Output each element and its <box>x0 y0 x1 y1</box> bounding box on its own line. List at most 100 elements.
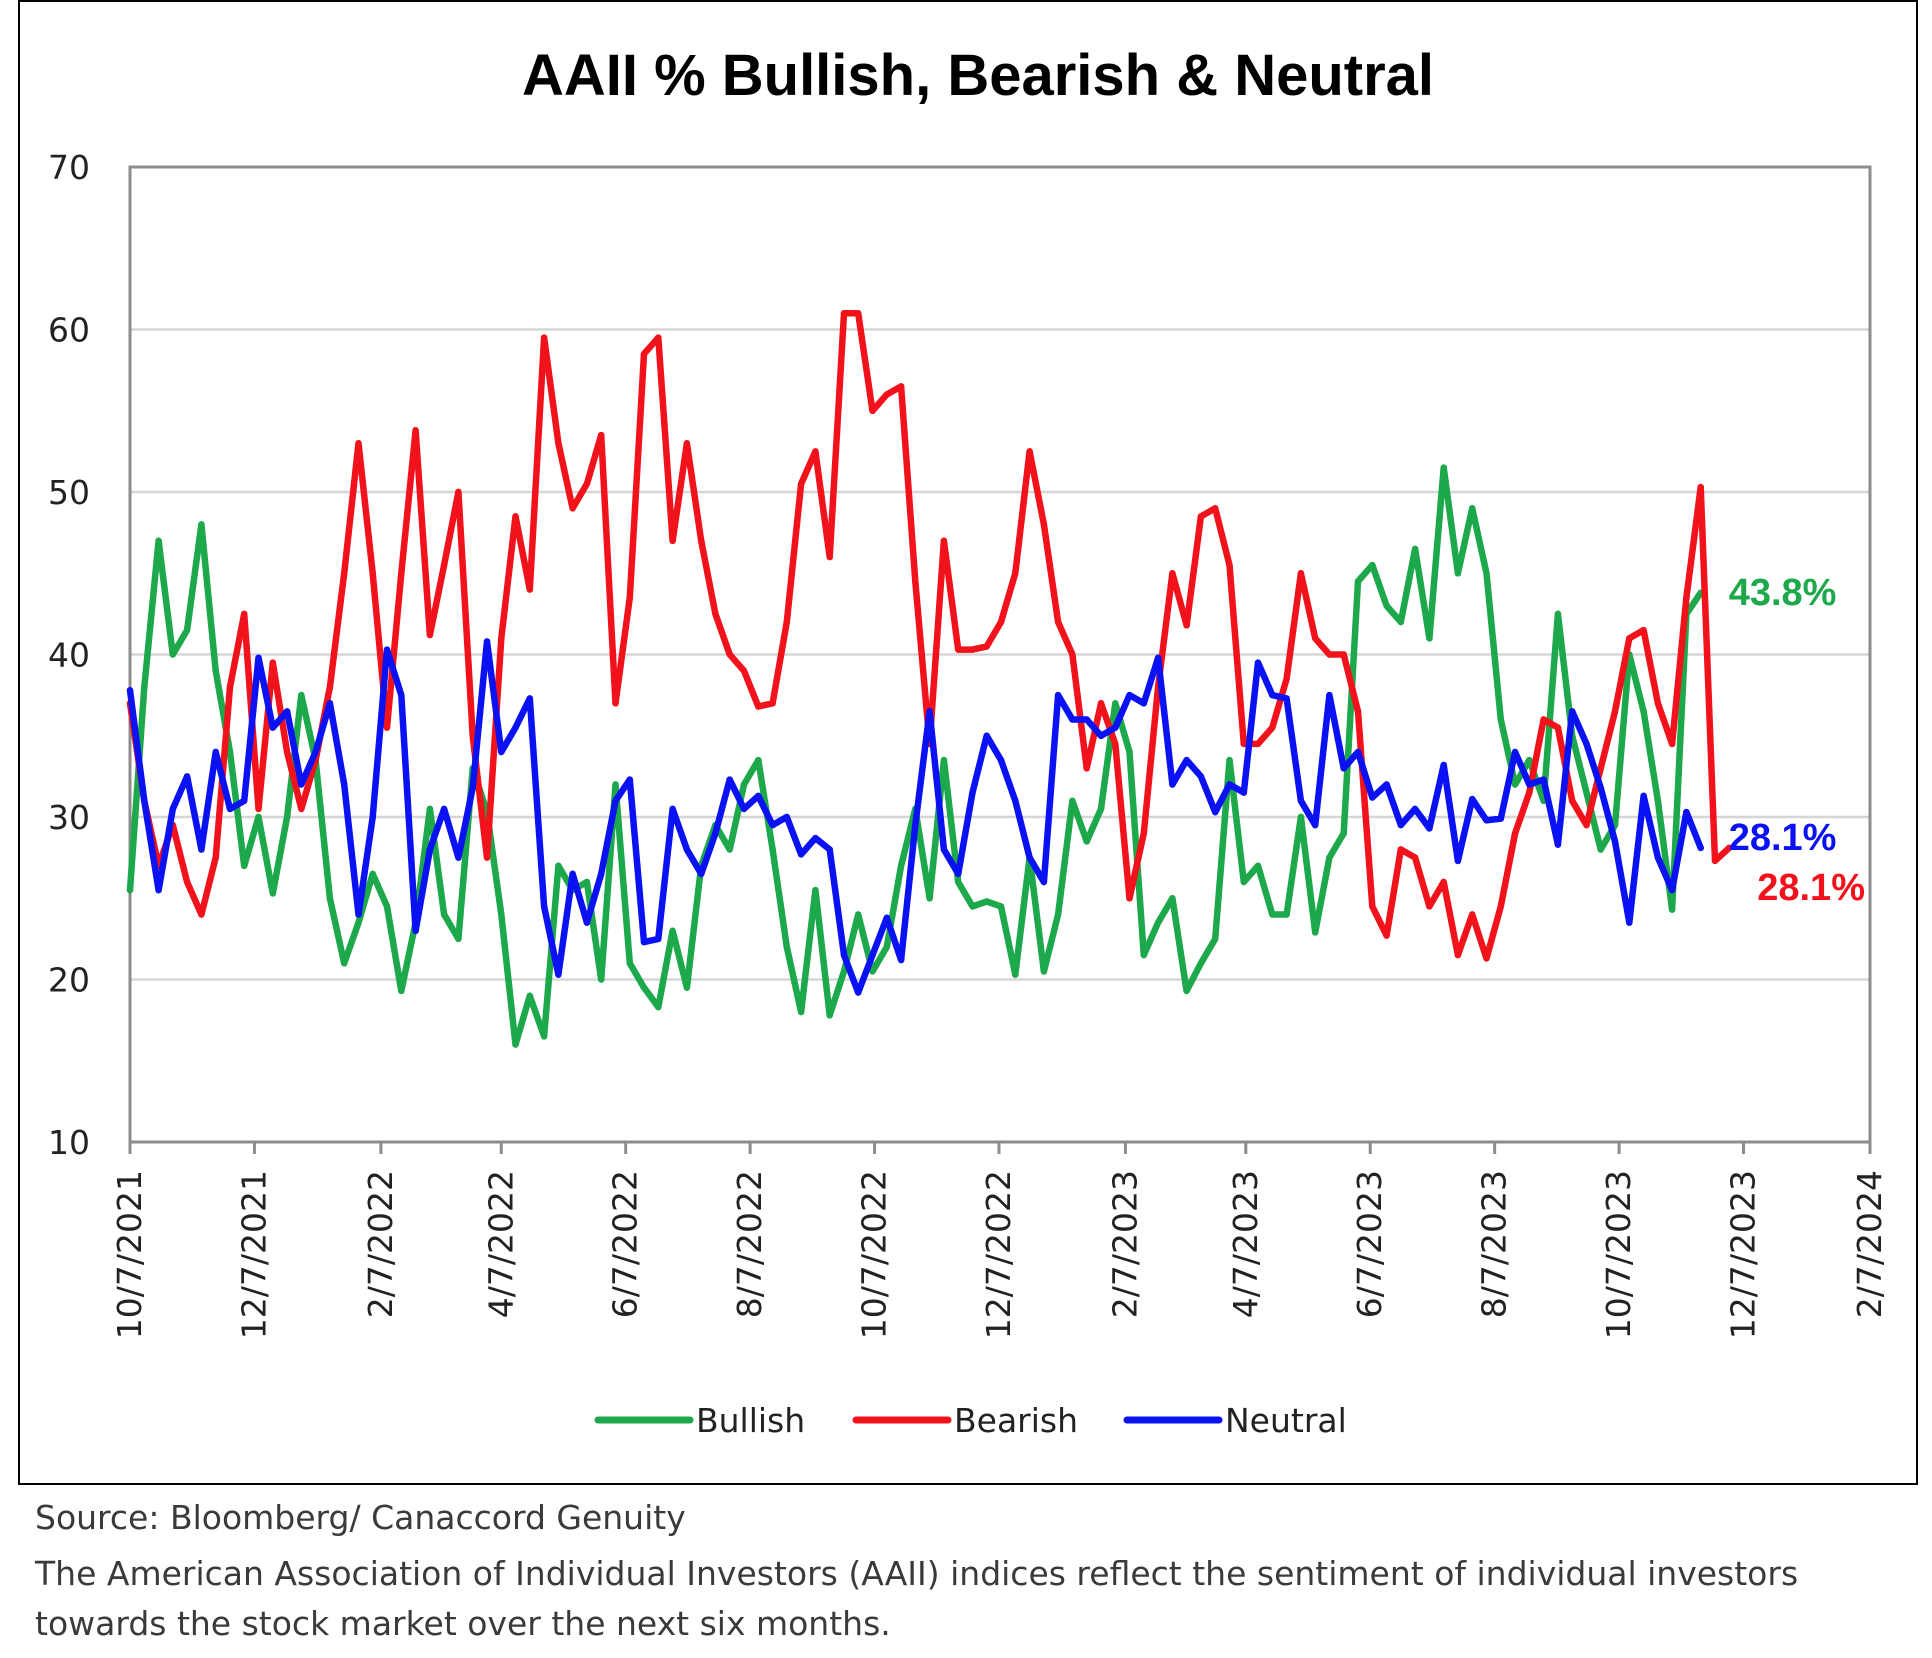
bullish-point-86 <box>1354 578 1362 585</box>
neutral-point-102 <box>1583 740 1590 748</box>
neutral-point-19 <box>398 691 405 699</box>
bearish-point-103 <box>1597 765 1604 772</box>
bullish-point-95 <box>1483 570 1490 577</box>
bearish-point-108 <box>1668 740 1676 748</box>
bullish-point-80 <box>1269 911 1276 918</box>
neutral-point-106 <box>1640 792 1647 800</box>
neutral-point-24 <box>469 784 476 791</box>
bearish-point-110 <box>1697 483 1704 491</box>
bullish-point-61 <box>997 903 1005 910</box>
bearish-point-30 <box>555 440 562 447</box>
bullish-point-34 <box>612 781 619 788</box>
bearish-point-6 <box>212 854 219 861</box>
neutral-point-58 <box>955 870 962 878</box>
bullish-point-37 <box>655 1003 662 1011</box>
neutral-point-61 <box>997 756 1005 764</box>
neutral-point-55 <box>912 821 919 829</box>
bearish-point-84 <box>1326 651 1333 658</box>
bullish-point-5 <box>198 521 205 528</box>
series-points-bearish <box>126 310 1733 962</box>
annotation-bearish: 28.1% <box>1757 867 1865 909</box>
grid-layer <box>130 165 1870 981</box>
bearish-point-88 <box>1383 932 1390 939</box>
x-tick-label-13: 12/7/2023 <box>1724 1170 1763 1339</box>
neutral-point-67 <box>1083 716 1090 723</box>
bearish-point-53 <box>883 391 890 398</box>
bearish-point-42 <box>726 651 733 658</box>
bearish-point-58 <box>955 646 962 653</box>
bearish-point-5 <box>198 911 205 918</box>
bearish-point-74 <box>1183 622 1190 629</box>
x-tick-label-1: 12/7/2021 <box>234 1170 273 1339</box>
bearish-point-82 <box>1297 570 1305 577</box>
bullish-point-54 <box>897 862 905 869</box>
bearish-point-96 <box>1497 903 1505 910</box>
bearish-point-80 <box>1269 724 1276 731</box>
bullish-point-33 <box>598 976 605 983</box>
neutral-point-97 <box>1511 748 1519 756</box>
annotation-bullish: 43.8% <box>1729 572 1837 614</box>
bearish-point-23 <box>455 488 462 496</box>
bullish-point-60 <box>983 898 990 905</box>
bullish-point-17 <box>369 870 376 878</box>
bullish-point-72 <box>1154 919 1162 926</box>
neutral-point-59 <box>969 789 976 796</box>
bearish-point-46 <box>783 618 790 626</box>
bearish-point-26 <box>498 635 505 642</box>
bullish-point-107 <box>1654 797 1662 804</box>
bullish-point-38 <box>669 927 676 934</box>
bearish-point-75 <box>1197 513 1205 520</box>
x-tick-label-8: 2/7/2023 <box>1105 1170 1144 1318</box>
bearish-point-111 <box>1711 857 1719 865</box>
axis-layer: 10 20 30 40 50 60 70 10/7/2021 12/7/2021 2/7/2022… <box>48 148 1889 1339</box>
neutral-point-42 <box>726 776 733 783</box>
bearish-point-47 <box>797 480 805 488</box>
neutral-point-30 <box>555 971 562 978</box>
neutral-point-45 <box>769 821 776 829</box>
neutral-point-86 <box>1354 748 1362 756</box>
bullish-point-64 <box>1040 968 1048 975</box>
bullish-point-70 <box>1126 748 1133 756</box>
bullish-point-36 <box>640 984 648 991</box>
neutral-point-100 <box>1554 841 1562 848</box>
neutral-point-5 <box>198 846 205 853</box>
bullish-point-28 <box>526 992 533 999</box>
bullish-point-91 <box>1426 635 1433 642</box>
neutral-point-49 <box>826 846 833 853</box>
bearish-point-65 <box>1054 618 1062 626</box>
bullish-point-10 <box>269 890 276 897</box>
bullish-point-50 <box>840 968 848 975</box>
bearish-point-92 <box>1440 878 1447 886</box>
neutral-point-12 <box>298 781 305 788</box>
bullish-point-51 <box>855 911 862 918</box>
bearish-point-98 <box>1526 789 1533 796</box>
neutral-point-54 <box>897 956 905 964</box>
legend-label-bearish: Bearish <box>954 1401 1078 1440</box>
neutral-point-20 <box>412 927 419 934</box>
neutral-point-21 <box>426 846 434 853</box>
neutral-point-93 <box>1454 857 1462 865</box>
bullish-point-9 <box>255 813 262 821</box>
bearish-point-8 <box>241 610 248 618</box>
description-note-line-1: The American Association of Individual I… <box>35 1554 1799 1593</box>
series-points-neutral <box>126 638 1704 996</box>
x-tick-label-9: 4/7/2023 <box>1226 1170 1265 1318</box>
neutral-point-27 <box>512 724 519 731</box>
bearish-point-66 <box>1069 651 1076 658</box>
neutral-point-83 <box>1312 821 1319 829</box>
bearish-point-100 <box>1554 724 1562 731</box>
neutral-point-94 <box>1469 795 1476 803</box>
bearish-point-33 <box>598 431 605 439</box>
neutral-point-35 <box>626 776 633 783</box>
bullish-point-30 <box>555 862 562 869</box>
bearish-point-81 <box>1283 675 1290 683</box>
bullish-point-67 <box>1083 838 1090 845</box>
bullish-point-44 <box>755 756 762 764</box>
neutral-point-98 <box>1526 781 1533 788</box>
bullish-point-77 <box>1226 756 1233 764</box>
legend: Bullish Bearish Neutral <box>594 1401 1347 1440</box>
bearish-point-22 <box>440 561 448 569</box>
bullish-point-81 <box>1283 911 1290 918</box>
bullish-point-49 <box>826 1012 833 1019</box>
neutral-point-40 <box>698 870 705 878</box>
